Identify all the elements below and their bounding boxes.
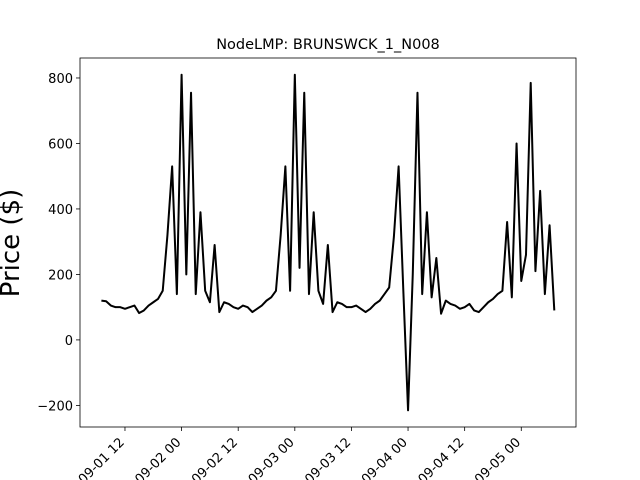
y-tick-label: 600 bbox=[48, 137, 73, 152]
y-tick-label: 200 bbox=[48, 268, 73, 283]
x-tick-label: 09-04 00 bbox=[359, 435, 411, 480]
series-line bbox=[101, 73, 556, 412]
y-tick-label: 800 bbox=[48, 72, 73, 87]
x-tick-label: 09-04 12 bbox=[416, 435, 468, 480]
x-tick-label: 09-03 12 bbox=[302, 435, 354, 480]
y-tick-label: 400 bbox=[48, 203, 73, 218]
x-tick-label: 09-02 00 bbox=[132, 435, 184, 480]
x-tick-label: 09-03 00 bbox=[246, 435, 298, 480]
y-tick-label: 0 bbox=[65, 334, 73, 349]
x-tick-label: 09-01 12 bbox=[76, 435, 128, 480]
x-tick-label: 09-05 00 bbox=[472, 435, 524, 480]
chart-title: NodeLMP: BRUNSWCK_1_N008 bbox=[216, 37, 440, 53]
y-axis-label: Price ($) bbox=[0, 189, 26, 298]
x-tick-label: 09-02 12 bbox=[189, 435, 241, 480]
y-tick-label: −200 bbox=[37, 399, 73, 414]
plot-frame bbox=[79, 57, 577, 428]
